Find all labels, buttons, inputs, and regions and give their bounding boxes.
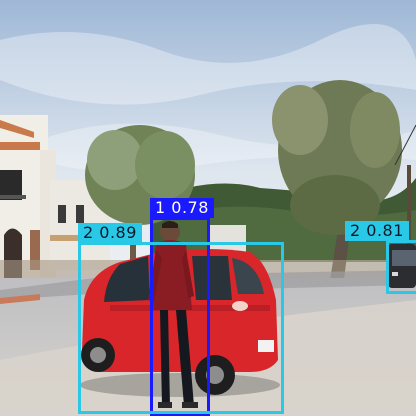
- detection-box-person: 1 0.78: [150, 198, 214, 416]
- detection-label: 1 0.78: [150, 198, 214, 218]
- detection-box-red-car: 2 0.89: [78, 223, 284, 414]
- detection-label: 2 0.89: [78, 223, 142, 243]
- dark-car: [388, 244, 416, 288]
- detection-label: 2 0.81: [345, 221, 409, 241]
- detection-box-dark-car: 2 0.81: [345, 221, 416, 294]
- utility-pole: [407, 165, 411, 285]
- tree-left: [85, 125, 195, 260]
